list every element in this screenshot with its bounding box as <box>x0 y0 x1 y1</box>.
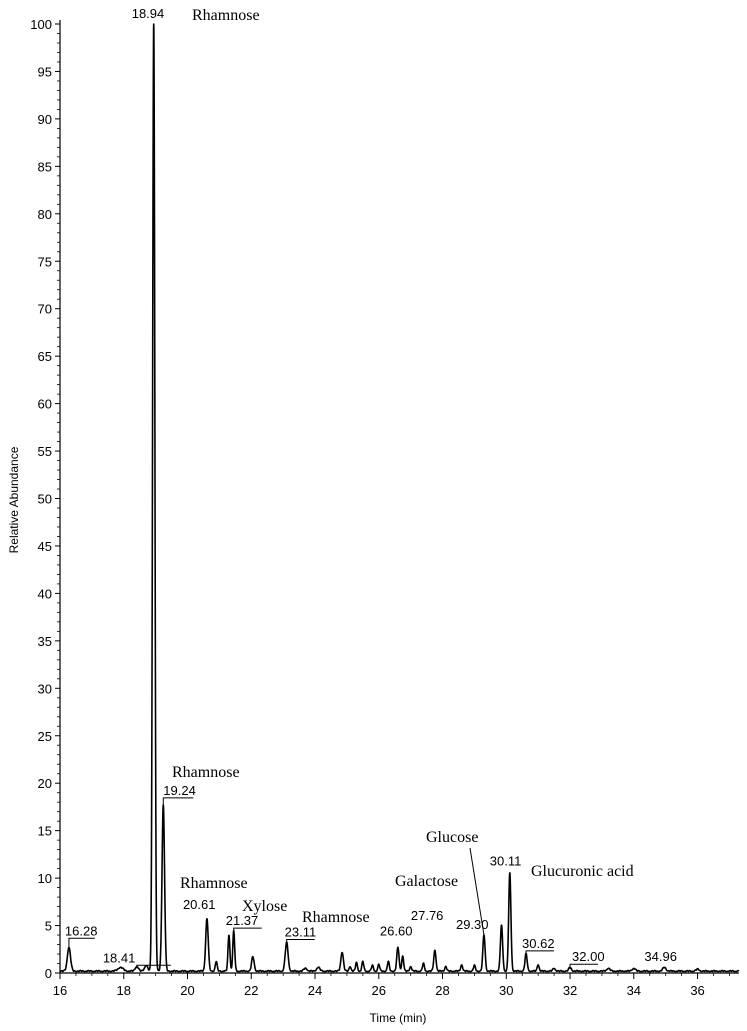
peak-label: 16.28 <box>65 923 98 938</box>
x-tick-label: 20 <box>180 983 194 998</box>
peak-label: 30.11 <box>490 853 522 868</box>
x-tick-label: 36 <box>690 983 704 998</box>
peak-label: 21.37 <box>226 913 259 928</box>
peak-labels: 16.28 18.41 18.94 19.24 20.61 21.37 23.11 26.60… <box>65 6 677 970</box>
compound-label: Rhamnose <box>302 909 370 926</box>
compound-label: Rhamnose <box>180 875 248 892</box>
x-tick-label: 34 <box>627 983 641 998</box>
x-tick-label: 22 <box>244 983 258 998</box>
peak-leader <box>136 964 171 969</box>
x-tick-label: 26 <box>372 983 386 998</box>
compound-label: Glucose <box>426 829 478 846</box>
y-tick-label: 30 <box>38 681 52 696</box>
peak-label: 20.61 <box>183 897 216 912</box>
compound-label: Rhamnose <box>192 7 260 24</box>
compound-label: Xylose <box>242 898 287 915</box>
x-axis-title: Time (min) <box>370 1011 427 1025</box>
peak-label: 26.60 <box>380 923 413 938</box>
y-tick-label: 75 <box>38 254 52 269</box>
y-tick-label: 35 <box>38 634 52 649</box>
y-tick-label: 40 <box>38 586 52 601</box>
y-tick-label: 15 <box>38 824 52 839</box>
compound-label: Rhamnose <box>172 764 240 781</box>
y-tick-label: 55 <box>38 444 52 459</box>
peak-label: 30.62 <box>522 936 555 951</box>
y-tick-label: 0 <box>45 966 52 981</box>
x-tick-label: 18 <box>117 983 131 998</box>
y-tick-label: 45 <box>38 539 52 554</box>
x-tick-label: 24 <box>308 983 322 998</box>
peak-label: 29.30 <box>456 917 489 932</box>
axes: 0 5 10 15 20 25 30 35 40 45 50 55 60 65 70 75 80 85 90 95 10… <box>30 17 739 998</box>
y-tick-label: 100 <box>30 17 52 32</box>
compound-label: Galactose <box>395 873 458 890</box>
y-tick-label: 5 <box>45 919 52 934</box>
y-tick-label: 80 <box>38 207 52 222</box>
peak-label: 18.94 <box>132 6 165 21</box>
y-tick-label: 85 <box>38 159 52 174</box>
y-tick-label: 60 <box>38 397 52 412</box>
x-tick-label: 30 <box>499 983 513 998</box>
y-tick-label: 50 <box>38 492 52 507</box>
peak-leader <box>233 927 262 934</box>
y-tick-label: 65 <box>38 349 52 364</box>
peak-label: 23.11 <box>285 925 317 940</box>
peak-leader <box>162 797 194 807</box>
peak-label: 27.76 <box>411 908 444 923</box>
peak-label: 19.24 <box>163 783 196 798</box>
peak-leader <box>525 950 555 956</box>
y-tick-label: 25 <box>38 729 52 744</box>
peak-label: 32.00 <box>572 949 605 964</box>
chromatogram-trace <box>59 23 740 973</box>
y-tick-label: 95 <box>38 64 52 79</box>
y-tick-label: 90 <box>38 112 52 127</box>
peak-leader <box>286 939 315 945</box>
trace-layer <box>59 23 740 973</box>
peak-leader <box>569 963 599 970</box>
compound-annotations: Rhamnose Rhamnose Rhamnose Xylose Rhamnose Ga… <box>172 7 634 936</box>
x-tick-label: 28 <box>435 983 449 998</box>
peak-label: 34.96 <box>644 949 677 964</box>
y-tick-label: 10 <box>38 871 52 886</box>
glucose-leader <box>469 847 485 936</box>
peak-leader <box>68 937 95 950</box>
compound-label: Glucuronic acid <box>531 863 634 880</box>
peak-label: 18.41 <box>103 950 136 965</box>
y-axis-title: Relative Abundance <box>7 446 21 553</box>
x-tick-label: 16 <box>53 983 67 998</box>
x-tick-label: 32 <box>563 983 577 998</box>
y-tick-label: 20 <box>38 776 52 791</box>
y-tick-label: 70 <box>38 302 52 317</box>
